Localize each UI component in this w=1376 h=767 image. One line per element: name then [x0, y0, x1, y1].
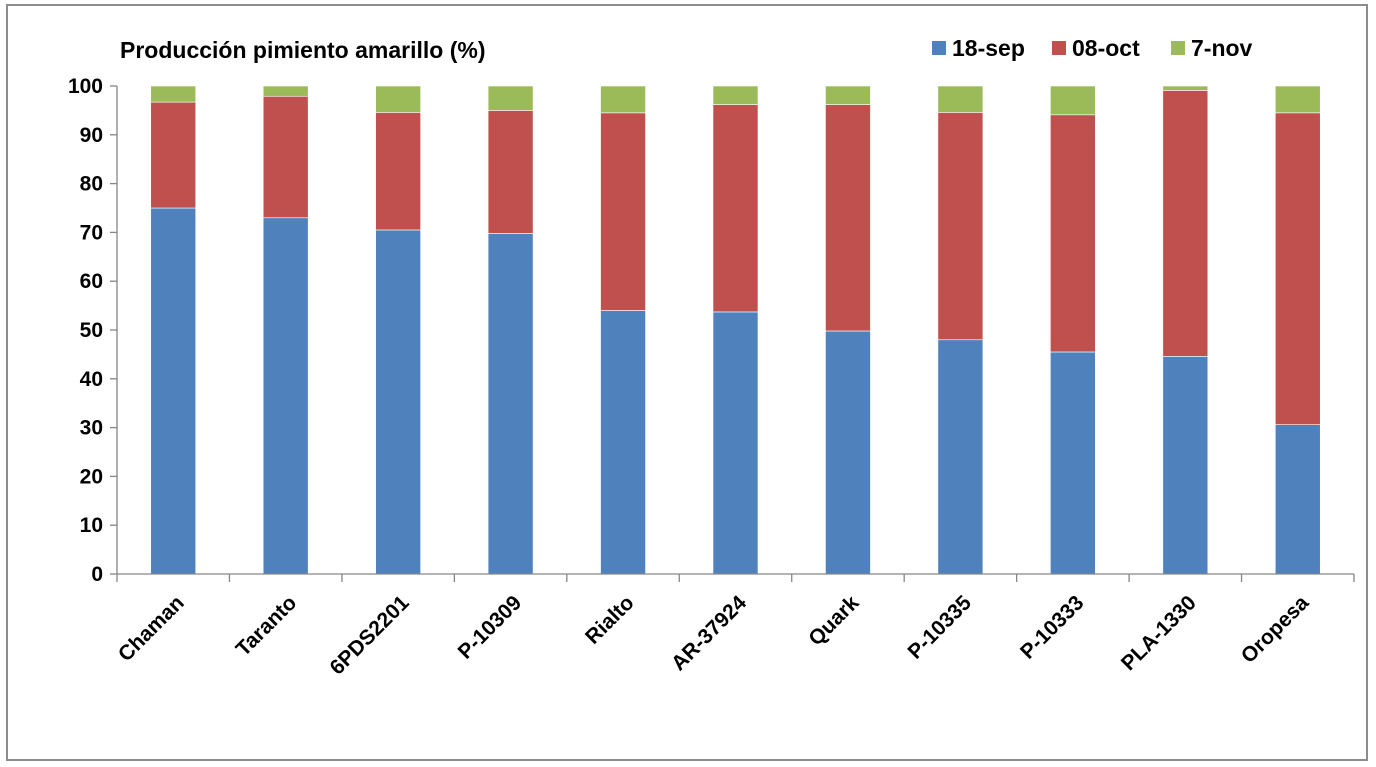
- bar-taranto-08-oct: [262, 95, 309, 219]
- bar-taranto-7-nov: [262, 85, 309, 97]
- legend-label: 08-oct: [1072, 35, 1140, 61]
- bar-pla-1330-08-oct: [1162, 90, 1209, 357]
- x-tick-label: AR-37924: [667, 591, 751, 675]
- y-tick-label: 30: [80, 417, 103, 440]
- bar-p-10333-7-nov: [1050, 85, 1096, 116]
- bar-oropesa-7-nov: [1274, 85, 1321, 114]
- bar-chaman-7-nov: [150, 85, 197, 103]
- legend-swatch-18-sep: [932, 41, 946, 55]
- bar-oropesa-08-oct: [1274, 112, 1321, 425]
- bar-p-10309-08-oct: [487, 110, 534, 234]
- x-tick-label: PLA-1330: [1117, 591, 1201, 675]
- bar-pla-1330-7-nov: [1162, 85, 1209, 91]
- y-tick-label: 10: [80, 514, 103, 537]
- bar-p-10335-08-oct: [937, 112, 984, 341]
- bar-chaman-18-sep: [150, 207, 197, 575]
- y-tick-label: 20: [80, 465, 103, 488]
- bar-6pds2201-18-sep: [375, 229, 421, 575]
- legend-label: 18-sep: [952, 35, 1025, 61]
- y-tick-label: 90: [80, 124, 103, 147]
- bar-p-10335-7-nov: [937, 85, 984, 113]
- x-tick-label: Rialto: [581, 591, 639, 649]
- bar-quark-08-oct: [825, 104, 871, 332]
- bar-pla-1330-18-sep: [1162, 356, 1209, 575]
- x-tick-label: P-10333: [1016, 591, 1088, 663]
- bars: [150, 85, 1321, 575]
- legend-label: 7-nov: [1191, 35, 1253, 61]
- legend-swatch-7-nov: [1171, 41, 1185, 55]
- bar-6pds2201-08-oct: [375, 112, 421, 231]
- x-tick-label: 6PDS2201: [326, 591, 414, 679]
- bar-quark-7-nov: [825, 85, 871, 105]
- chart-title: Producción pimiento amarillo (%): [120, 37, 485, 63]
- y-tick-label: 50: [80, 319, 103, 342]
- y-axis-ticks: 0 10 20 30 40 50 60 70 80 90 100: [68, 75, 117, 586]
- bar-ar-37924-18-sep: [712, 311, 759, 575]
- bar-rialto-7-nov: [600, 85, 646, 114]
- bar-p-10333-08-oct: [1050, 114, 1096, 353]
- y-tick-label: 60: [80, 270, 103, 293]
- x-tick-label: P-10335: [904, 591, 977, 664]
- bar-p-10333-18-sep: [1050, 351, 1096, 575]
- x-tick-label: P-10309: [454, 591, 526, 663]
- chart-frame: [6, 4, 1368, 761]
- bar-ar-37924-08-oct: [712, 104, 759, 313]
- bar-rialto-18-sep: [600, 310, 646, 575]
- x-tick-label: Quark: [804, 591, 863, 650]
- bar-ar-37924-7-nov: [712, 85, 759, 105]
- bar-taranto-18-sep: [262, 217, 309, 575]
- legend: 18-sep 08-oct 7-nov: [932, 35, 1253, 61]
- y-tick-label: 100: [68, 75, 103, 98]
- x-tick-label: Taranto: [232, 591, 302, 661]
- x-tick-label: Chaman: [114, 591, 189, 666]
- bar-p-10335-18-sep: [937, 339, 984, 575]
- bar-oropesa-18-sep: [1274, 424, 1321, 575]
- legend-swatch-08-oct: [1052, 41, 1066, 55]
- bar-p-10309-18-sep: [487, 233, 534, 575]
- bar-6pds2201-7-nov: [375, 85, 421, 113]
- bar-p-10309-7-nov: [487, 85, 534, 111]
- y-tick-label: 80: [80, 173, 103, 196]
- x-axis-ticks: Chaman Taranto 6PDS2201 P-10309 Rialto AR-379…: [114, 574, 1355, 679]
- y-tick-label: 70: [80, 221, 103, 244]
- bar-chaman-08-oct: [150, 101, 197, 209]
- y-tick-label: 0: [91, 563, 103, 586]
- x-tick-label: Oropesa: [1237, 591, 1314, 668]
- bar-quark-18-sep: [825, 330, 871, 575]
- y-tick-label: 40: [80, 368, 103, 391]
- bar-rialto-08-oct: [600, 112, 646, 311]
